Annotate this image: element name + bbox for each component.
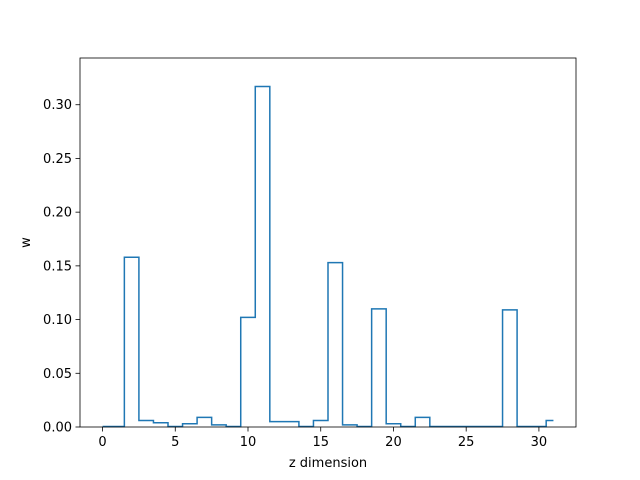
y-tick-label: 0.30 — [43, 98, 72, 113]
x-axis-label: z dimension — [289, 456, 367, 471]
x-tick-label: 5 — [171, 435, 179, 450]
x-tick-label: 20 — [385, 435, 402, 450]
y-tick-label: 0.25 — [43, 152, 72, 167]
y-tick-label: 0.20 — [43, 206, 72, 221]
plot-frame — [79, 57, 577, 428]
y-tick-label: 0.10 — [43, 313, 72, 328]
y-axis-ticks: 0.00 0.05 0.10 0.15 0.20 0.25 0.30 — [43, 98, 80, 436]
x-axis-ticks: 0 5 10 15 20 25 30 — [98, 427, 547, 450]
series-step-line — [102, 85, 554, 428]
y-tick-label: 0.15 — [43, 259, 72, 274]
x-tick-label: 25 — [458, 435, 475, 450]
series-layer — [102, 85, 554, 428]
x-tick-label: 10 — [240, 435, 257, 450]
x-tick-label: 30 — [531, 435, 548, 450]
y-tick-label: 0.05 — [43, 367, 72, 382]
y-axis-label: w — [19, 237, 34, 248]
y-tick-label: 0.00 — [43, 421, 72, 436]
x-tick-label: 0 — [98, 435, 106, 450]
x-tick-label: 15 — [312, 435, 329, 450]
